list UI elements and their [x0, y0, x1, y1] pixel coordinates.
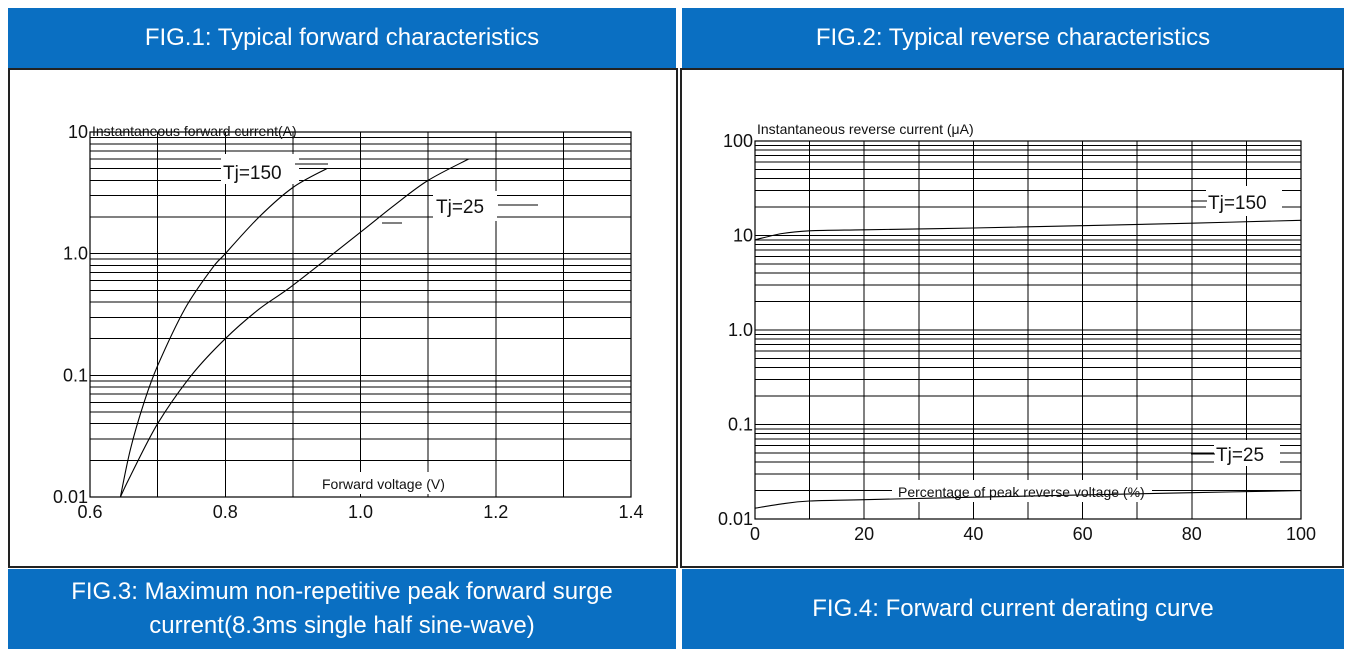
x-tick-label: 60	[1073, 524, 1093, 544]
series-line-2	[754, 490, 1302, 509]
y-tick-label: 1.0	[728, 320, 753, 340]
fig3-header: FIG.3: Maximum non-repetitive peak forwa…	[8, 569, 676, 649]
x-tick-label: 0	[750, 524, 760, 544]
series-line-1	[754, 219, 1302, 241]
label-mask	[1206, 186, 1282, 216]
fig2-panel: Tj=150 Tj=25 0 20 40 60 80 100 0.01 0.1 1.0 10 100 In…	[680, 68, 1344, 568]
fig1-panel: Tj=150 Tj=25 0.6 0.8 1.0 1.2 1.4 0.01 0.1 1.0 10 In…	[8, 68, 678, 568]
x-tick-label: 80	[1182, 524, 1202, 544]
y-tick-label: 0.01	[53, 487, 88, 507]
label-mask	[221, 154, 299, 184]
fig4-title: FIG.4: Forward current derating curve	[812, 595, 1214, 622]
x-tick-label: 40	[963, 524, 983, 544]
fig3-title-line1: FIG.3: Maximum non-repetitive peak forwa…	[71, 578, 613, 605]
series-label-2: Tj=25	[436, 197, 484, 218]
y-axis-label: Instantaneous forward current(A)	[92, 123, 297, 139]
y-tick-label: 0.01	[718, 509, 753, 529]
series-label-1: Tj=150	[223, 163, 282, 184]
fig2-title: FIG.2: Typical reverse characteristics	[815, 24, 1211, 51]
plot-frame	[89, 131, 632, 498]
series-line-2	[119, 158, 469, 498]
fig2-header: FIG.2: Typical reverse characteristics	[682, 8, 1344, 68]
fig4-header: FIG.4: Forward current derating curve	[682, 569, 1344, 649]
y-tick-label: 10	[68, 122, 88, 142]
x-tick-label: 100	[1286, 524, 1316, 544]
x-tick-label: 1.4	[618, 502, 643, 522]
fig1-header: FIG.1: Typical forward characteristics	[8, 8, 676, 68]
y-tick-label: 10	[733, 226, 753, 246]
series-line-1	[119, 168, 327, 498]
y-axis-label: Instantaneous reverse current (μA)	[757, 121, 974, 137]
x-axis-label: Percentage of peak reverse voltage (%)	[898, 484, 1145, 500]
x-tick-label: 20	[854, 524, 874, 544]
x-tick-label: 0.8	[213, 502, 238, 522]
x-axis-label: Forward voltage (V)	[322, 476, 445, 492]
label-mask	[1214, 440, 1280, 466]
fig1-chart: Tj=150 Tj=25 0.6 0.8 1.0 1.2 1.4 0.01 0.1 1.0 10 In…	[53, 122, 644, 522]
fig3-title-line2: current(8.3ms single half sine-wave)	[149, 612, 535, 639]
series-label-1: Tj=150	[1208, 193, 1267, 214]
x-tick-label: 1.0	[348, 502, 373, 522]
fig1-title: FIG.1: Typical forward characteristics	[144, 24, 540, 51]
y-tick-label: 0.1	[63, 365, 88, 385]
x-tick-label: 1.2	[483, 502, 508, 522]
plot-frame	[754, 140, 1302, 520]
y-tick-label: 0.1	[728, 415, 753, 435]
series-label-2: Tj=25	[1216, 445, 1264, 466]
y-tick-label: 100	[723, 131, 753, 151]
x-tick-label: 0.6	[77, 502, 102, 522]
label-mask	[318, 472, 470, 494]
y-tick-label: 1.0	[63, 244, 88, 264]
label-mask	[433, 191, 497, 221]
label-mask	[892, 480, 1152, 502]
